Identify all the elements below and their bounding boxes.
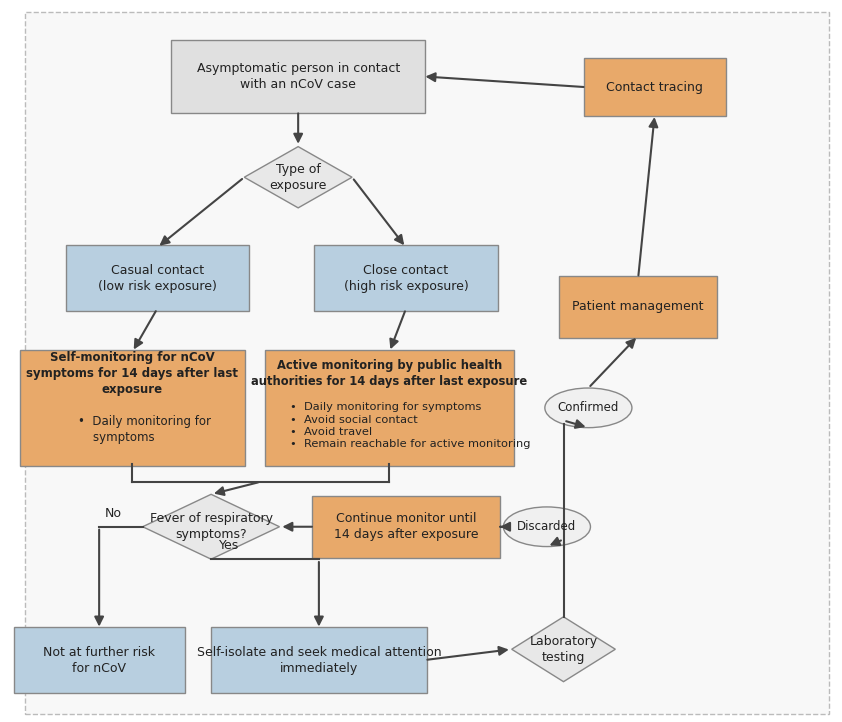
- FancyBboxPatch shape: [13, 627, 184, 693]
- Text: Not at further risk
for nCoV: Not at further risk for nCoV: [43, 645, 155, 674]
- FancyBboxPatch shape: [559, 276, 717, 338]
- Polygon shape: [512, 617, 616, 682]
- Text: Contact tracing: Contact tracing: [606, 81, 703, 94]
- Text: Type of
exposure: Type of exposure: [269, 162, 327, 192]
- FancyBboxPatch shape: [20, 350, 245, 466]
- FancyBboxPatch shape: [210, 627, 427, 693]
- Text: Casual contact
(low risk exposure): Casual contact (low risk exposure): [98, 264, 216, 292]
- Text: Asymptomatic person in contact
with an nCoV case: Asymptomatic person in contact with an n…: [196, 62, 400, 91]
- Text: Patient management: Patient management: [573, 300, 704, 313]
- Text: Yes: Yes: [220, 539, 240, 552]
- FancyBboxPatch shape: [314, 245, 498, 311]
- Text: Confirmed: Confirmed: [557, 401, 619, 414]
- FancyBboxPatch shape: [171, 40, 425, 113]
- Text: Active monitoring by public health
authorities for 14 days after last exposure: Active monitoring by public health autho…: [251, 359, 527, 388]
- Text: Close contact
(high risk exposure): Close contact (high risk exposure): [344, 264, 468, 292]
- Text: Self-isolate and seek medical attention
immediately: Self-isolate and seek medical attention …: [196, 645, 441, 674]
- Text: Self-monitoring for nCoV
symptoms for 14 days after last
exposure: Self-monitoring for nCoV symptoms for 14…: [26, 351, 238, 396]
- FancyBboxPatch shape: [264, 350, 514, 466]
- FancyBboxPatch shape: [312, 496, 499, 557]
- Text: Fever of respiratory
symptoms?: Fever of respiratory symptoms?: [150, 512, 273, 542]
- Polygon shape: [142, 495, 280, 559]
- Text: No: No: [105, 507, 122, 520]
- Ellipse shape: [504, 507, 590, 547]
- Polygon shape: [244, 147, 352, 208]
- Text: Discarded: Discarded: [517, 521, 577, 534]
- Text: •  Daily monitoring for
    symptoms: • Daily monitoring for symptoms: [78, 415, 211, 444]
- FancyBboxPatch shape: [66, 245, 249, 311]
- Text: Laboratory
testing: Laboratory testing: [530, 635, 598, 664]
- FancyBboxPatch shape: [584, 58, 726, 116]
- Text: Continue monitor until
14 days after exposure: Continue monitor until 14 days after exp…: [333, 512, 478, 542]
- FancyBboxPatch shape: [24, 12, 829, 714]
- Text: •  Daily monitoring for symptoms
•  Avoid social contact
•  Avoid travel
•  Rema: • Daily monitoring for symptoms • Avoid …: [290, 402, 530, 450]
- Ellipse shape: [545, 388, 632, 427]
